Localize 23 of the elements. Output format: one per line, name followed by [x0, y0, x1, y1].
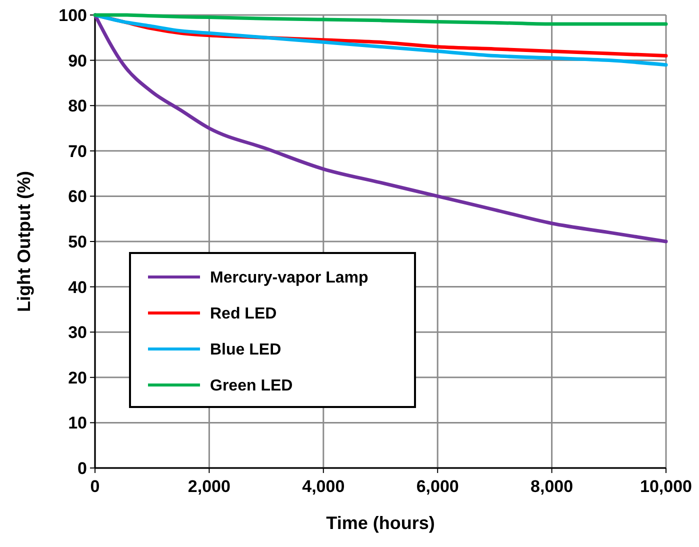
x-axis-title: Time (hours)	[326, 513, 435, 533]
y-tick-label: 0	[78, 458, 87, 478]
y-tick-label: 30	[68, 323, 87, 342]
legend-label: Mercury-vapor Lamp	[210, 270, 368, 287]
x-tick-label: 6,000	[416, 477, 459, 496]
legend-label: Green LED	[210, 378, 293, 395]
y-tick-label: 90	[68, 51, 87, 70]
legend-label: Red LED	[210, 306, 277, 323]
y-tick-label: 10	[68, 414, 87, 433]
x-tick-label: 8,000	[530, 477, 574, 496]
x-tick-label: 4,000	[302, 477, 345, 496]
x-tick-label: 10,000	[640, 477, 692, 496]
y-axis-title: Light Output (%)	[14, 171, 34, 312]
y-tick-label: 60	[68, 187, 87, 206]
y-tick-label: 50	[68, 232, 87, 252]
x-tick-label: 2,000	[188, 477, 230, 496]
y-tick-label: 40	[68, 278, 87, 297]
x-tick-label: 0	[90, 477, 100, 496]
y-tick-label: 70	[68, 142, 87, 161]
y-tick-label: 20	[68, 368, 87, 388]
y-tick-label: 80	[68, 96, 87, 116]
legend-label: Blue LED	[210, 342, 282, 359]
y-tick-label: 100	[58, 6, 87, 25]
